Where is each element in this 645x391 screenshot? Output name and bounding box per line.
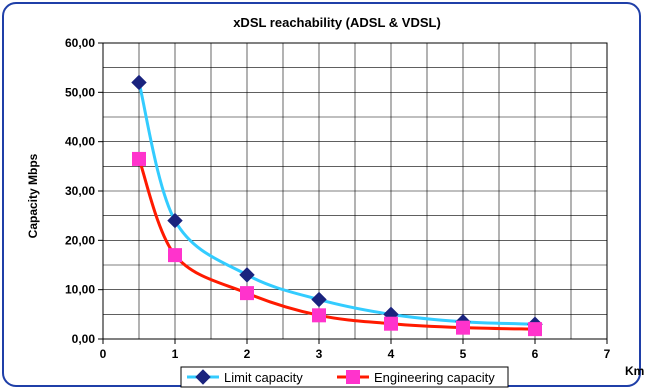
chart-title: xDSL reachability (ADSL & VDSL) [233, 15, 441, 30]
data-point [311, 291, 327, 308]
legend-entry-1: Limit capacity [187, 369, 303, 385]
data-point [312, 308, 326, 323]
x-tick-label: 1 [172, 347, 179, 361]
data-point [528, 322, 542, 337]
y-tick-label: 60,00 [65, 36, 95, 50]
legend-swatch-marker [346, 370, 360, 384]
x-tick-label: 6 [532, 347, 539, 361]
series-2 [132, 151, 542, 337]
x-tick-label: 4 [388, 347, 395, 361]
x-tick-label: 2 [244, 347, 251, 361]
data-point [240, 286, 254, 301]
y-axis-ticks: 0,00 10,00 20,00 30,00 40,00 50,00 60,00 [65, 36, 103, 346]
series-line [137, 82, 536, 326]
y-tick-label: 50,00 [65, 85, 95, 99]
data-point [168, 248, 182, 263]
legend-label: Limit capacity [224, 370, 303, 385]
data-point [167, 212, 183, 229]
series-1 [131, 74, 543, 332]
y-tick-label: 40,00 [65, 135, 95, 149]
data-point [384, 316, 398, 331]
data-point [456, 320, 470, 335]
data-point [132, 151, 146, 166]
legend-label: Engineering capacity [374, 370, 495, 385]
series-group [131, 74, 543, 337]
x-tick-label: 7 [604, 347, 611, 361]
y-tick-label: 0,00 [72, 332, 96, 346]
legend-entry-2: Engineering capacity [337, 370, 495, 385]
x-axis-ticks: 0 1 2 3 4 5 6 7 [100, 339, 611, 361]
y-tick-label: 10,00 [65, 283, 95, 297]
x-tick-label: 0 [100, 347, 107, 361]
data-point [239, 267, 255, 283]
y-tick-label: 30,00 [65, 184, 95, 198]
data-point [131, 74, 147, 91]
x-tick-label: 3 [316, 347, 323, 361]
x-axis-label: Km [625, 364, 644, 378]
y-axis-label: Capacity Mbps [26, 153, 40, 238]
x-tick-label: 5 [460, 347, 467, 361]
legend-swatch-marker [195, 369, 211, 385]
y-tick-label: 20,00 [65, 233, 95, 247]
grid-lines [103, 43, 607, 339]
legend: Limit capacity Engineering capacity [180, 366, 509, 388]
